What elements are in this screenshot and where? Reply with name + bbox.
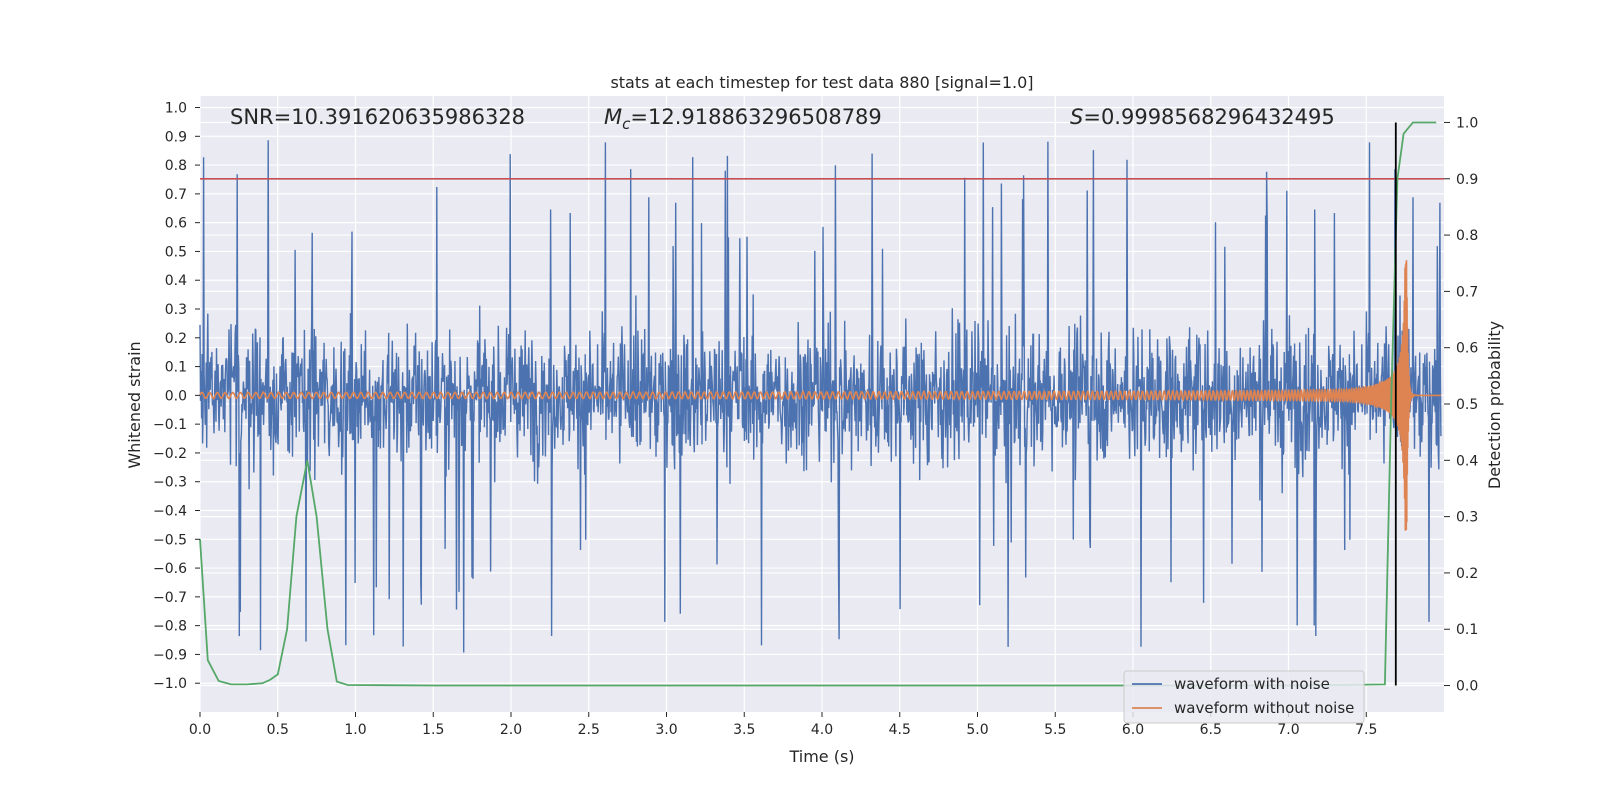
y-tick-label: 0.3 (165, 302, 187, 318)
chirp-mass-symbol: M (604, 105, 622, 129)
x-tick-label: 3.5 (733, 722, 755, 738)
x-tick-label: 7.5 (1355, 722, 1377, 738)
y2-tick-label: 0.7 (1456, 284, 1478, 300)
x-tick-label: 5.0 (966, 722, 988, 738)
legend-label-noise: waveform with noise (1174, 675, 1330, 693)
x-axis-ticks: 0.0 0.5 1.0 1.5 2.0 2.5 3.0 3.5 4.0 4.5 5.0 5.5 6.0 6… (189, 712, 1377, 738)
legend: waveform with noise waveform without noi… (1123, 670, 1365, 724)
y-tick-label: −0.7 (153, 590, 187, 606)
x-tick-label: 4.5 (889, 722, 911, 738)
x-axis-label: Time (s) (788, 747, 854, 766)
x-tick-label: 1.0 (344, 722, 366, 738)
y2-tick-label: 0.0 (1456, 679, 1478, 695)
chirp-mass-annotation: Mc=12.918863296508789 (604, 105, 882, 133)
y2-tick-label: 0.2 (1456, 566, 1478, 582)
chirp-mass-subscript: c (622, 115, 631, 133)
legend-label-clean: waveform without noise (1174, 699, 1354, 717)
y-tick-label: 0.1 (165, 360, 187, 376)
waveform-with-noise-series (199, 140, 1442, 653)
legend-box (1123, 670, 1365, 724)
y2-tick-label: 0.8 (1456, 228, 1478, 244)
x-tick-label: 7.0 (1277, 722, 1299, 738)
y-tick-label: −0.4 (153, 504, 187, 520)
x-tick-label: 1.5 (422, 722, 444, 738)
x-tick-label: 2.0 (500, 722, 522, 738)
y-tick-label: −0.3 (153, 475, 187, 491)
x-tick-label: 3.0 (655, 722, 677, 738)
y2-axis-ticks: 1.0 0.9 0.8 0.7 0.6 0.5 0.4 0.3 0.2 0.1 0.0 (1444, 115, 1478, 695)
y-tick-label: −0.8 (153, 619, 187, 635)
y-tick-label: 0.4 (165, 273, 187, 289)
x-tick-label: 0.0 (189, 722, 211, 738)
y-tick-label: −1.0 (153, 676, 187, 692)
noise-waveform-line (199, 140, 1442, 653)
y2-tick-label: 1.0 (1456, 115, 1478, 131)
score-value: =0.9998568296432495 (1083, 105, 1334, 129)
y-tick-label: −0.2 (153, 446, 187, 462)
score-annotation: S=0.9998568296432495 (1070, 105, 1335, 129)
snr-annotation: SNR=10.391620635986328 (230, 105, 525, 129)
y-tick-label: 0.5 (165, 244, 187, 260)
y-tick-label: −0.6 (153, 561, 187, 577)
y-axis-label: Whitened strain (125, 341, 144, 468)
detection-probability-series (199, 121, 1437, 687)
y2-tick-label: 0.5 (1456, 397, 1478, 413)
waveform-without-noise-series (199, 260, 1441, 531)
x-tick-label: 4.0 (811, 722, 833, 738)
score-symbol: S (1070, 105, 1083, 129)
y-tick-label: −0.1 (153, 417, 187, 433)
y2-tick-label: 0.6 (1456, 341, 1478, 357)
y-tick-label: 0.6 (165, 216, 187, 232)
y-tick-label: 0.0 (165, 388, 187, 404)
y-tick-label: −0.9 (153, 647, 187, 663)
chirp-mass-value: =12.918863296508789 (630, 105, 881, 129)
y2-tick-label: 0.1 (1456, 622, 1478, 638)
y-tick-label: 0.7 (165, 187, 187, 203)
probability-line (199, 121, 1437, 687)
y-tick-label: 1.0 (165, 101, 187, 117)
x-tick-label: 0.5 (267, 722, 289, 738)
clean-waveform-line (199, 260, 1441, 531)
x-tick-label: 5.5 (1044, 722, 1066, 738)
y-tick-label: 0.9 (165, 129, 187, 145)
y2-tick-label: 0.4 (1456, 453, 1478, 469)
y-tick-label: 0.8 (165, 158, 187, 174)
x-tick-label: 6.5 (1200, 722, 1222, 738)
y-tick-label: −0.5 (153, 532, 187, 548)
x-tick-label: 2.5 (578, 722, 600, 738)
y-tick-label: 0.2 (165, 331, 187, 347)
y2-tick-label: 0.9 (1456, 172, 1478, 188)
y2-tick-label: 0.3 (1456, 510, 1478, 526)
y-axis-ticks: 1.0 0.9 0.8 0.7 0.6 0.5 0.4 0.3 0.2 0.1 0.0 −0.1 −0.… (153, 101, 200, 692)
x-tick-label: 6.0 (1122, 722, 1144, 738)
y2-axis-label: Detection probability (1485, 321, 1504, 489)
chart-title: stats at each timestep for test data 880… (610, 73, 1033, 92)
